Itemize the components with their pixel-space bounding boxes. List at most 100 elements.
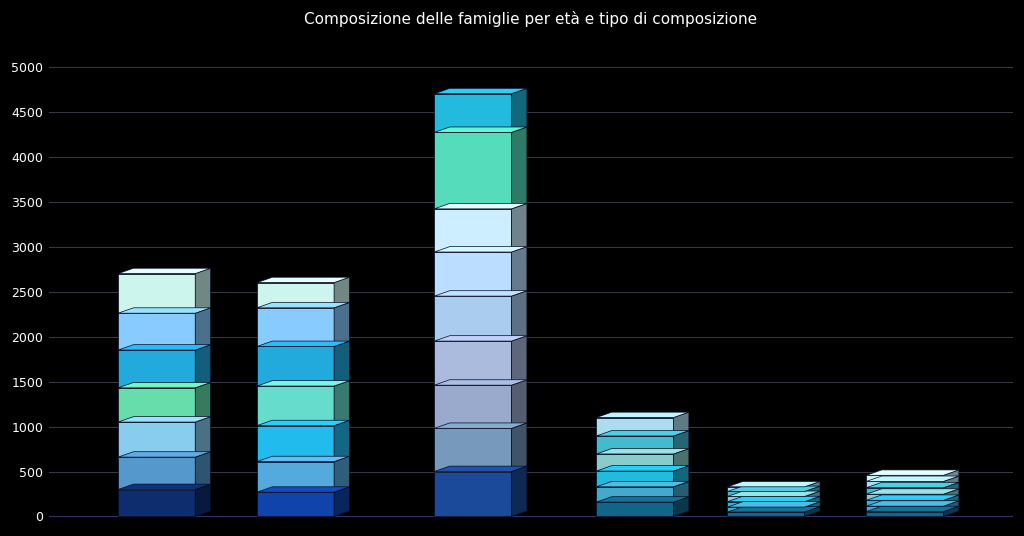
Polygon shape	[596, 487, 674, 502]
Polygon shape	[512, 247, 527, 296]
Polygon shape	[196, 268, 211, 313]
Polygon shape	[674, 449, 689, 471]
Polygon shape	[434, 88, 527, 94]
Polygon shape	[943, 495, 958, 506]
Polygon shape	[257, 282, 334, 308]
Polygon shape	[727, 512, 805, 517]
Polygon shape	[257, 302, 349, 308]
Polygon shape	[727, 502, 805, 507]
Polygon shape	[727, 507, 805, 512]
Polygon shape	[596, 418, 674, 436]
Polygon shape	[866, 476, 958, 481]
Polygon shape	[434, 94, 512, 132]
Polygon shape	[257, 487, 349, 492]
Polygon shape	[118, 273, 196, 313]
Title: Composizione delle famiglie per età e tipo di composizione: Composizione delle famiglie per età e ti…	[304, 11, 758, 27]
Polygon shape	[596, 454, 674, 471]
Polygon shape	[512, 291, 527, 341]
Polygon shape	[334, 420, 349, 461]
Polygon shape	[118, 452, 211, 457]
Polygon shape	[596, 497, 689, 502]
Polygon shape	[257, 456, 349, 461]
Polygon shape	[334, 341, 349, 386]
Polygon shape	[118, 383, 211, 388]
Polygon shape	[596, 502, 674, 517]
Polygon shape	[118, 345, 211, 350]
Polygon shape	[334, 487, 349, 517]
Polygon shape	[434, 423, 527, 428]
Polygon shape	[434, 336, 527, 341]
Polygon shape	[866, 475, 943, 481]
Polygon shape	[512, 423, 527, 472]
Polygon shape	[727, 486, 820, 492]
Polygon shape	[334, 302, 349, 346]
Polygon shape	[118, 313, 196, 350]
Polygon shape	[434, 209, 512, 252]
Polygon shape	[196, 308, 211, 350]
Polygon shape	[118, 350, 196, 388]
Polygon shape	[866, 470, 958, 475]
Polygon shape	[434, 428, 512, 472]
Polygon shape	[434, 385, 512, 428]
Polygon shape	[727, 496, 805, 502]
Polygon shape	[943, 470, 958, 481]
Polygon shape	[727, 487, 805, 492]
Polygon shape	[596, 412, 689, 418]
Polygon shape	[196, 383, 211, 422]
Polygon shape	[727, 496, 820, 502]
Polygon shape	[866, 482, 958, 488]
Polygon shape	[512, 336, 527, 385]
Polygon shape	[118, 416, 211, 422]
Polygon shape	[866, 495, 958, 500]
Polygon shape	[866, 494, 943, 500]
Polygon shape	[257, 308, 334, 346]
Polygon shape	[727, 481, 820, 487]
Polygon shape	[596, 471, 674, 487]
Polygon shape	[196, 452, 211, 489]
Polygon shape	[727, 491, 820, 496]
Polygon shape	[805, 491, 820, 502]
Polygon shape	[434, 341, 512, 385]
Polygon shape	[512, 127, 527, 209]
Polygon shape	[512, 204, 527, 252]
Polygon shape	[434, 296, 512, 341]
Polygon shape	[674, 430, 689, 454]
Polygon shape	[596, 430, 689, 436]
Polygon shape	[866, 500, 943, 506]
Polygon shape	[257, 420, 349, 426]
Polygon shape	[257, 381, 349, 386]
Polygon shape	[943, 482, 958, 494]
Polygon shape	[196, 484, 211, 517]
Polygon shape	[943, 501, 958, 511]
Polygon shape	[805, 496, 820, 507]
Polygon shape	[434, 380, 527, 385]
Polygon shape	[727, 492, 805, 496]
Polygon shape	[943, 476, 958, 488]
Polygon shape	[118, 484, 211, 489]
Polygon shape	[866, 506, 943, 511]
Polygon shape	[257, 341, 349, 346]
Polygon shape	[257, 277, 349, 282]
Polygon shape	[596, 449, 689, 454]
Polygon shape	[674, 497, 689, 517]
Polygon shape	[805, 502, 820, 512]
Polygon shape	[118, 268, 211, 273]
Polygon shape	[512, 380, 527, 428]
Polygon shape	[434, 252, 512, 296]
Polygon shape	[866, 501, 958, 506]
Polygon shape	[727, 502, 820, 507]
Polygon shape	[866, 489, 958, 494]
Polygon shape	[512, 466, 527, 517]
Polygon shape	[866, 511, 943, 517]
Polygon shape	[118, 457, 196, 489]
Polygon shape	[805, 507, 820, 517]
Polygon shape	[118, 422, 196, 457]
Polygon shape	[257, 346, 334, 386]
Polygon shape	[805, 481, 820, 492]
Polygon shape	[257, 426, 334, 461]
Polygon shape	[674, 466, 689, 487]
Polygon shape	[334, 456, 349, 492]
Polygon shape	[866, 488, 943, 494]
Polygon shape	[118, 308, 211, 313]
Polygon shape	[334, 277, 349, 308]
